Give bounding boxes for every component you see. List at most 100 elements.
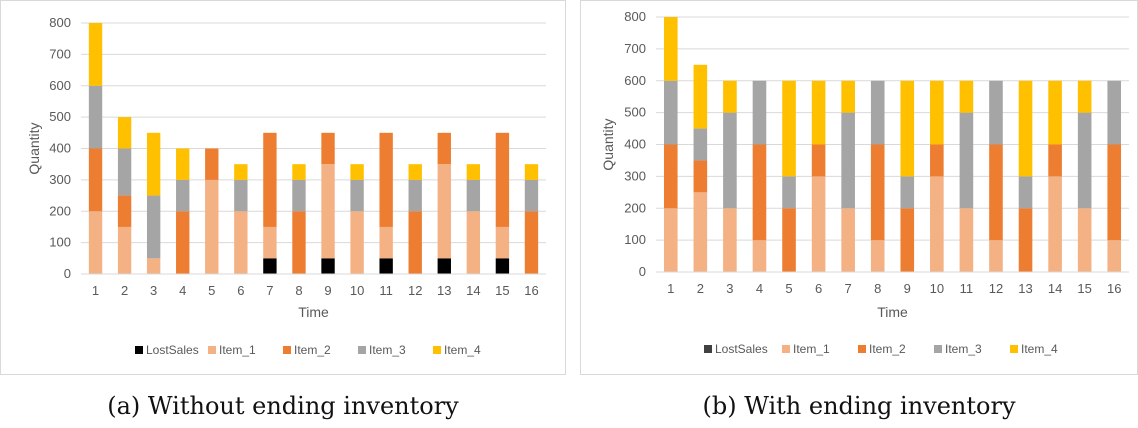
bar-segment-item_1 (350, 211, 364, 274)
bar-segment-item_1 (693, 192, 708, 272)
bar-segment-lostsales (495, 258, 510, 274)
bar-segment-item_1 (205, 179, 219, 274)
bar-segment-lostsales (437, 258, 451, 274)
bar-segment-item_2 (495, 132, 510, 227)
bar-segment-item_3 (900, 176, 915, 209)
legend-entry: LostSales (704, 342, 768, 356)
bar-segment-item_1 (723, 208, 737, 272)
bar-segment-item_2 (1048, 144, 1062, 177)
bar-segment-item_1 (437, 164, 451, 259)
bar-segment-item_4 (408, 164, 422, 180)
bar-segment-item_1 (495, 226, 510, 259)
y-tick-label: 0 (639, 264, 646, 279)
x-tick-label: 2 (121, 283, 128, 298)
bar-segment-item_1 (841, 208, 855, 272)
bar-segment-item_2 (176, 211, 190, 274)
y-tick-label: 300 (49, 172, 71, 187)
bar-segment-item_2 (321, 132, 335, 165)
x-tick-label: 15 (495, 283, 509, 298)
legend-swatch (283, 346, 291, 354)
bar-segment-item_4 (292, 164, 306, 180)
chart-frame-a: 0 100 200 300 400 500 600 700 800 1 2 3 4 5 6 7 8 9 10 11 12… (0, 0, 566, 375)
x-tick-label: 12 (989, 281, 1003, 296)
bar-segment-lostsales (321, 258, 335, 274)
legend-label: LostSales (715, 342, 768, 356)
x-tick-label: 16 (524, 283, 538, 298)
x-tick-label: 13 (437, 283, 451, 298)
bar-segment-item_2 (900, 208, 915, 272)
bar-segment-item_2 (1018, 208, 1033, 272)
legend-label: LostSales (146, 343, 199, 357)
bar-segment-item_4 (782, 80, 796, 177)
legend-entry: Item_1 (782, 342, 830, 356)
legend-entry: Item_2 (283, 343, 331, 357)
x-tick-label: 9 (904, 281, 911, 296)
x-tick-label: 2 (697, 281, 704, 296)
legend-entry: Item_3 (934, 342, 982, 356)
bar-segment-item_3 (959, 112, 974, 209)
bar-segment-item_1 (811, 176, 826, 272)
bar-segment-item_1 (321, 164, 335, 259)
y-tick-label: 400 (624, 137, 646, 152)
y-axis-title: Quantity (26, 122, 42, 174)
bar-segment-item_3 (234, 179, 248, 212)
chart-frame-b: 0 100 200 300 400 500 600 700 800 1 2 3 4 5 6 7 8 9 10 11 12… (580, 0, 1138, 375)
legend-swatch (135, 346, 143, 354)
bar-segment-item_2 (379, 132, 393, 227)
y-tick-label: 800 (624, 9, 646, 24)
legend-swatch (782, 345, 790, 353)
bar-segment-item_4 (88, 23, 103, 86)
bar-segment-item_1 (117, 226, 132, 274)
bar-segment-item_3 (870, 80, 885, 145)
bar-segment-item_1 (234, 211, 248, 274)
bar-segment-item_3 (524, 179, 539, 212)
legend-label: Item_4 (444, 343, 481, 357)
bar-segment-item_2 (663, 144, 678, 209)
bar-segment-item_3 (117, 148, 132, 196)
bar-segment-item_1 (1048, 176, 1062, 272)
x-tick-label: 4 (756, 281, 763, 296)
x-tick-label: 6 (815, 281, 822, 296)
x-tick-label: 8 (295, 283, 302, 298)
x-tick-label: 6 (237, 283, 244, 298)
bar-segment-item_3 (88, 85, 103, 149)
bar-segment-item_4 (146, 132, 161, 196)
bar-segment-item_3 (408, 179, 422, 212)
legend-entry: LostSales (135, 343, 199, 357)
y-tick-label: 100 (49, 235, 71, 250)
bar-segment-item_1 (88, 211, 103, 274)
bar-segment-item_2 (811, 144, 826, 177)
caption-b: (b) With ending inventory (702, 392, 1016, 420)
bar-segment-item_1 (989, 240, 1003, 272)
bar-segment-item_2 (437, 132, 451, 165)
bar-segment-item_1 (930, 176, 944, 272)
bar-segment-item_3 (1107, 80, 1122, 145)
y-tick-label: 200 (49, 203, 71, 218)
x-tick-label: 11 (960, 281, 974, 296)
x-tick-label: 1 (667, 281, 674, 296)
bar-segment-lostsales (263, 258, 277, 274)
bar-segment-item_2 (263, 132, 277, 227)
caption-a: (a) Without ending inventory (107, 392, 459, 420)
bar-segment-item_4 (841, 80, 855, 113)
bar-segment-item_3 (146, 195, 161, 259)
bar-segment-item_3 (1077, 112, 1092, 209)
bar-segment-item_3 (466, 179, 481, 212)
x-tick-label: 10 (930, 281, 944, 296)
x-tick-label: 12 (408, 283, 422, 298)
bar-segment-item_2 (88, 148, 103, 212)
legend-swatch (1010, 345, 1018, 353)
bar-segment-item_3 (989, 80, 1003, 145)
y-tick-label: 200 (624, 200, 646, 215)
legend-entry: Item_2 (858, 342, 906, 356)
legend-entry: Item_1 (208, 343, 256, 357)
bar-segment-item_4 (466, 164, 481, 180)
y-tick-label: 500 (49, 109, 71, 124)
legend-swatch (358, 346, 366, 354)
x-tick-label: 5 (208, 283, 215, 298)
bar-segment-item_1 (263, 226, 277, 259)
bar-segment-item_3 (176, 179, 190, 212)
legend-label: Item_3 (945, 342, 982, 356)
bar-segment-item_4 (723, 80, 737, 113)
